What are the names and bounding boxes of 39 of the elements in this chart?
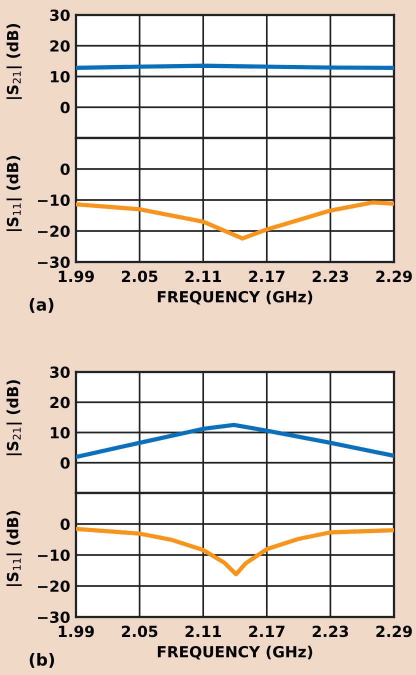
text: (b) bbox=[30, 652, 54, 668]
y-tick-label: 0 bbox=[60, 163, 70, 176]
text: (a) bbox=[30, 298, 54, 313]
y-tick-label: 20 bbox=[50, 40, 70, 52]
line-series bbox=[76, 526, 394, 576]
y-tick-label: −20 bbox=[38, 225, 70, 238]
x-tick-label: 2.29 bbox=[376, 626, 412, 638]
x-tick-label: 2.23 bbox=[312, 626, 348, 638]
y-axis-title: |S$_{21}$| (dB) bbox=[6, 380, 22, 456]
y-tick-label: −30 bbox=[38, 256, 70, 268]
y-tick-label: 0 bbox=[60, 102, 70, 114]
y-tick-label: 20 bbox=[50, 396, 70, 408]
x-tick-label: 1.99 bbox=[58, 626, 94, 638]
line-series bbox=[76, 422, 394, 460]
y-tick-label: −10 bbox=[38, 194, 70, 206]
y-axis-title: |S$_{11}$| (dB) bbox=[6, 156, 22, 231]
line-series bbox=[76, 200, 394, 241]
y-tick-label: 30 bbox=[50, 9, 70, 22]
x-tick-label: 2.17 bbox=[249, 626, 284, 637]
x-tick-label: 2.05 bbox=[122, 626, 158, 638]
x-tick-label: 2.11 bbox=[186, 626, 221, 637]
y-axis-title: |S$_{11}$| (dB) bbox=[6, 511, 22, 586]
x-tick-label: 2.05 bbox=[122, 270, 158, 282]
x-tick-label: 2.23 bbox=[312, 270, 348, 282]
y-tick-label: 10 bbox=[50, 426, 70, 439]
y-tick-label: −20 bbox=[38, 580, 70, 592]
x-tick-label: 2.17 bbox=[249, 270, 284, 282]
y-tick-label: 10 bbox=[50, 70, 70, 83]
x-tick-label: 1.99 bbox=[58, 270, 94, 282]
y-tick-label: 0 bbox=[60, 457, 70, 469]
x-tick-label: 2.29 bbox=[376, 270, 412, 282]
y-tick-label: −30 bbox=[38, 611, 70, 624]
y-tick-label: −10 bbox=[38, 549, 70, 562]
y-tick-label: 0 bbox=[60, 518, 70, 530]
y-tick-label: 30 bbox=[50, 366, 70, 378]
x-axis-title: FREQUENCY (GHz) bbox=[158, 290, 312, 305]
x-tick-label: 2.11 bbox=[186, 270, 221, 282]
y-axis-title: |S$_{21}$| (dB) bbox=[6, 24, 22, 99]
x-axis-title: FREQUENCY (GHz) bbox=[158, 646, 312, 660]
